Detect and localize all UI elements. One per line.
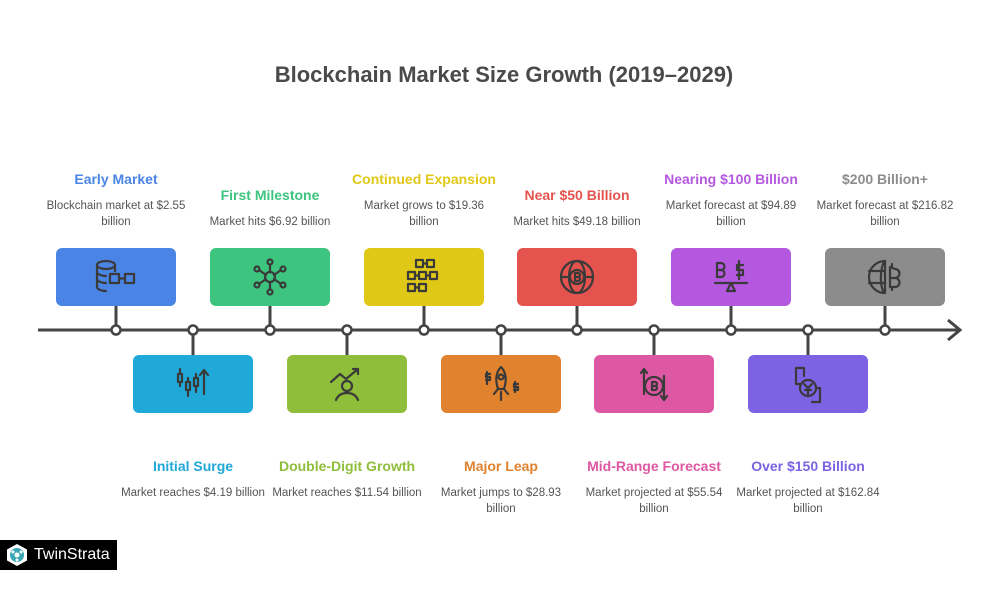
milestone-heading: Continued Expansion [352, 171, 496, 187]
database-blockchain-icon [95, 259, 136, 293]
milestone-description: Market projected at $162.84 billion [736, 487, 880, 515]
milestone: Early Market Blockchain market at $2.55 b… [41, 0, 191, 230]
milestone-description: Market reaches $4.19 billion [121, 487, 265, 499]
milestone-heading: First Milestone [220, 187, 320, 203]
bitcoin-exchange-icon [639, 367, 669, 402]
milestone: Major Leap Market jumps to $28.93 billion [426, 458, 576, 578]
milestone: $200 Billion+ Market forecast at $216.82 … [810, 0, 960, 230]
milestone: Nearing $100 Billion Market forecast at $… [656, 0, 806, 230]
logo-text: TwinStrata [34, 546, 110, 563]
milestone: Mid-Range Forecast Market projected at $5… [579, 458, 729, 578]
network-logo-icon [7, 544, 27, 566]
milestone-description: Market reaches $11.54 billion [272, 487, 422, 499]
globe-bitcoin-icon [559, 259, 595, 295]
milestone-heading: Near $50 Billion [524, 187, 630, 203]
milestone-icon-box [56, 248, 176, 306]
person-growth-icon [329, 367, 360, 402]
milestone-icon-box [594, 355, 714, 413]
milestone-icon-box [671, 248, 791, 306]
block-chain-grid-icon [406, 258, 439, 293]
milestone: Over $150 Billion Market projected at $16… [733, 458, 883, 578]
milestone-icon-box [748, 355, 868, 413]
timeline-node [648, 324, 660, 336]
milestone-heading: Double-Digit Growth [278, 458, 416, 474]
milestone-heading: $200 Billion+ [842, 171, 928, 187]
milestone-description: Market hits $49.18 billion [513, 216, 641, 228]
timeline-node [571, 324, 583, 336]
network-hub-icon [253, 258, 287, 296]
milestone-description: Market jumps to $28.93 billion [440, 487, 562, 515]
milestone-icon-box [287, 355, 407, 413]
milestone-icon-box [517, 248, 637, 306]
timeline-node [110, 324, 122, 336]
milestone-icon-box [825, 248, 945, 306]
milestone-description: Market hits $6.92 billion [209, 216, 331, 228]
timeline-node [879, 324, 891, 336]
milestone-heading: Early Market [74, 171, 158, 187]
yen-transfer-icon [794, 366, 822, 404]
milestone-heading: Nearing $100 Billion [664, 171, 798, 187]
milestone-heading: Mid-Range Forecast [587, 458, 721, 474]
milestone: First Milestone Market hits $6.92 billion [195, 0, 345, 230]
milestone-description: Market forecast at $216.82 billion [816, 200, 954, 228]
timeline-node [264, 324, 276, 336]
milestone: Initial Surge Market reaches $4.19 billio… [118, 458, 268, 578]
milestone: Double-Digit Growth Market reaches $11.54… [272, 458, 422, 578]
balance-bitcoin-dollar-icon [713, 259, 749, 293]
milestone-icon-box [441, 355, 561, 413]
milestone-heading: Initial Surge [152, 458, 234, 474]
milestone-icon-box [364, 248, 484, 306]
timeline-node [725, 324, 737, 336]
milestone-icon-box [133, 355, 253, 413]
milestone-description: Market grows to $19.36 billion [363, 200, 485, 228]
timeline-node [187, 324, 199, 336]
milestone-description: Market forecast at $94.89 billion [665, 200, 797, 228]
milestone: Continued Expansion Market grows to $19.3… [349, 0, 499, 230]
timeline-node [418, 324, 430, 336]
milestone-heading: Major Leap [464, 458, 538, 474]
globe-half-bitcoin-icon [867, 259, 901, 295]
milestone-icon-box [210, 248, 330, 306]
rocket-dollar-icon [484, 365, 520, 402]
candlestick-up-icon [176, 367, 210, 398]
timeline-node [495, 324, 507, 336]
page-title: Blockchain Market Size Growth (2019–2029… [274, 62, 734, 87]
milestone-description: Blockchain market at $2.55 billion [46, 200, 186, 228]
timeline-node [802, 324, 814, 336]
twinstrata-logo: TwinStrata [0, 540, 117, 570]
milestone-description: Market projected at $55.54 billion [585, 487, 723, 515]
milestone-heading: Over $150 Billion [751, 458, 865, 474]
milestone: Near $50 Billion Market hits $49.18 billi… [502, 0, 652, 230]
timeline-node [341, 324, 353, 336]
